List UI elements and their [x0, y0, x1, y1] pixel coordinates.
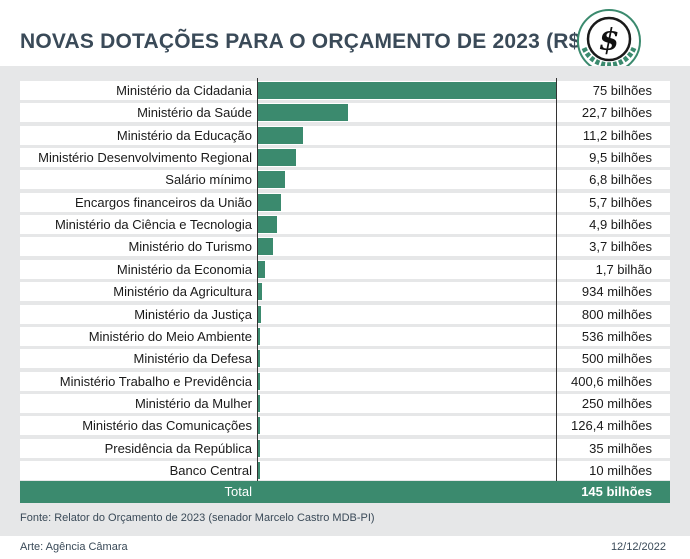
- bar: [258, 149, 296, 167]
- footer: [0, 536, 690, 559]
- bar: [258, 216, 278, 234]
- chart-row: Ministério do Meio Ambiente 536 milhões: [20, 326, 670, 346]
- chart-row: Ministério da Educação 11,2 bilhões: [20, 125, 670, 145]
- publish-date: 12/12/2022: [610, 541, 666, 553]
- bar: [258, 461, 260, 479]
- value-label: 9,5 bilhões: [589, 150, 652, 166]
- value-label: 3,7 bilhões: [589, 239, 652, 255]
- art-credit: Arte: Agência Câmara: [20, 541, 128, 553]
- value-label: 5,7 bilhões: [589, 194, 652, 210]
- value-label: 1,7 bilhão: [595, 261, 652, 277]
- value-label: 400,6 milhões: [571, 373, 652, 389]
- value-label: 800 milhões: [581, 306, 652, 322]
- category-label: Ministério da Cidadania: [116, 83, 252, 98]
- chart-title: NOVAS DOTAÇÕES PARA O ORÇAMENTO DE 2023 …: [20, 30, 588, 53]
- category-label: Ministério Trabalho e Previdência: [59, 373, 252, 389]
- bar: [258, 104, 349, 122]
- bar: [258, 394, 260, 412]
- category-label: Ministério da Educação: [116, 127, 252, 143]
- chart-row: Ministério do Turismo 3,7 bilhões: [20, 237, 670, 257]
- chart-row: Salário mínimo 6,8 bilhões: [20, 170, 670, 190]
- bar: [258, 372, 260, 390]
- category-label: Ministério da Saúde: [137, 105, 252, 121]
- value-label: 22,7 bilhões: [581, 105, 652, 121]
- category-label: Salário mínimo: [165, 172, 252, 188]
- category-label: Banco Central: [169, 462, 252, 478]
- bar: [258, 283, 262, 301]
- category-label: Ministério da Economia: [116, 261, 252, 277]
- axis-line: [257, 78, 258, 481]
- value-label: 10 milhões: [589, 462, 652, 478]
- category-label: Ministério da Justiça: [134, 306, 252, 322]
- category-label: Ministério da Ciência e Tecnologia: [54, 217, 252, 233]
- value-label: 75 bilhões: [592, 83, 652, 98]
- chart-row: Banco Central 10 milhões: [20, 460, 670, 480]
- category-label: Ministério da Defesa: [133, 351, 253, 367]
- category-label: Ministério Desenvolvimento Regional: [38, 150, 252, 166]
- category-label: Ministério da Agricultura: [113, 284, 252, 300]
- bar: [258, 305, 262, 323]
- source-note: Fonte: Relator do Orçamento de 2023 (sen…: [20, 512, 375, 524]
- category-label: Ministério das Comunicações: [82, 418, 252, 434]
- category-label: Encargos financeiros da União: [74, 194, 252, 210]
- bar: [258, 327, 261, 345]
- category-label: Presidência da República: [104, 440, 252, 456]
- bar: [258, 417, 260, 435]
- category-label: Ministério do Meio Ambiente: [88, 328, 252, 344]
- category-label: Ministério do Turismo: [128, 239, 252, 255]
- bar: [258, 193, 281, 211]
- value-label: 250 milhões: [581, 395, 652, 411]
- chart-row: Ministério da Agricultura 934 milhões: [20, 282, 670, 302]
- value-column-divider: [556, 78, 557, 481]
- chart-row: Encargos financeiros da União 5,7 bilhões: [20, 192, 670, 212]
- header: NOVAS DOTAÇÕES PARA O ORÇAMENTO DE 2023 …: [0, 0, 690, 66]
- total-row: Total 145 bilhões: [20, 481, 670, 503]
- chart-row: Ministério da Defesa 500 milhões: [20, 349, 670, 369]
- chart-row: Ministério da Justiça 800 milhões: [20, 304, 670, 324]
- dollar-sign-icon: $: [577, 9, 641, 73]
- total-label: Total: [224, 484, 252, 499]
- value-label: 500 milhões: [581, 351, 652, 367]
- category-label: Ministério da Mulher: [134, 395, 252, 411]
- bar: [258, 82, 556, 99]
- bar: [258, 350, 260, 368]
- value-label: 4,9 bilhões: [589, 217, 652, 233]
- chart-row: Ministério da Ciência e Tecnologia 4,9 bi…: [20, 215, 670, 235]
- value-label: 126,4 milhões: [571, 418, 652, 434]
- chart-row: Ministério da Saúde 22,7 bilhões: [20, 103, 670, 123]
- bar: [258, 439, 260, 457]
- chart-row: Ministério da Mulher 250 milhões: [20, 393, 670, 413]
- bar: [258, 126, 303, 144]
- chart-row: Ministério Desenvolvimento Regional 9,5 b…: [20, 148, 670, 168]
- chart-row: Ministério das Comunicações 126,4 milhões: [20, 416, 670, 436]
- logo-dollar-glyph: $: [599, 23, 620, 58]
- value-label: 35 milhões: [589, 440, 652, 456]
- value-label: 934 milhões: [581, 284, 652, 300]
- value-label: 11,2 bilhões: [582, 127, 652, 143]
- chart-row: Ministério da Cidadania 75 bilhões: [20, 81, 670, 100]
- bar: [258, 260, 265, 278]
- chart-row: Ministério Trabalho e Previdência 400,6 m…: [20, 371, 670, 391]
- bar: [258, 238, 273, 256]
- total-value: 145 bilhões: [581, 484, 652, 499]
- chart-row: Ministério da Economia 1,7 bilhão: [20, 259, 670, 279]
- value-label: 6,8 bilhões: [589, 172, 652, 188]
- chart-row: Presidência da República 35 milhões: [20, 438, 670, 458]
- bar: [258, 171, 286, 189]
- value-label: 536 milhões: [581, 328, 652, 344]
